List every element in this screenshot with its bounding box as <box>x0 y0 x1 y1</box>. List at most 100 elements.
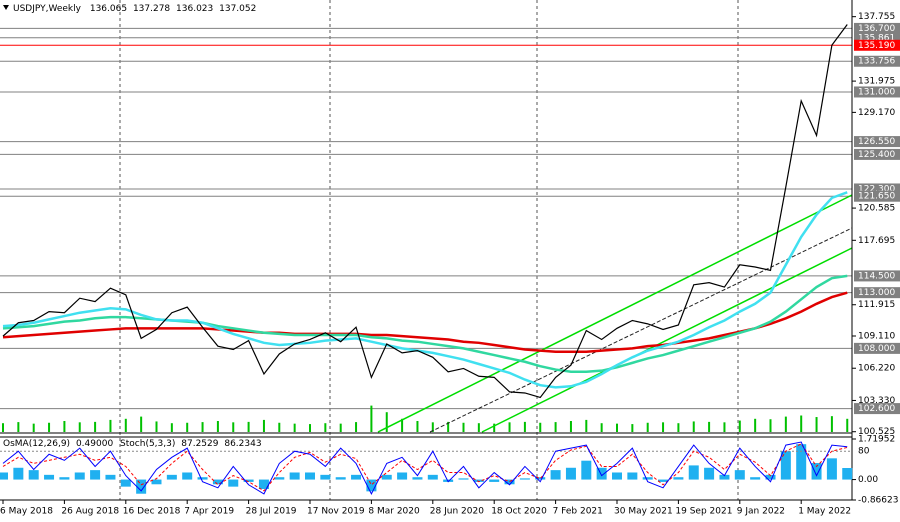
volume-bar <box>677 423 680 432</box>
volume-bar <box>815 417 818 432</box>
osma-bar <box>612 472 622 480</box>
osma-bar <box>28 470 39 480</box>
osma-bar <box>105 474 116 480</box>
line <box>2 274 848 374</box>
volume-bar <box>155 421 158 432</box>
volume-bar <box>186 422 189 432</box>
osma-bar <box>0 472 8 480</box>
x-tick-label: 28 Jun 2020 <box>430 507 484 517</box>
osma-bar <box>750 477 761 480</box>
osma-bar <box>305 472 315 480</box>
level-label: 122.300 <box>858 184 895 194</box>
y2-tick-label: -0.86623 <box>858 496 898 506</box>
osma-bar <box>228 479 239 487</box>
level-label-box <box>854 287 900 299</box>
line <box>2 24 848 399</box>
x-tick-label: 7 Feb 2021 <box>553 507 603 517</box>
osma-bar <box>550 470 561 480</box>
price-lines <box>2 24 848 399</box>
volume-bar <box>523 421 526 432</box>
stoch-main-current: 87.2529 <box>181 439 218 449</box>
osma-bar <box>565 467 576 480</box>
osma-bar <box>136 479 147 494</box>
y-tick-label: 137.755 <box>858 12 895 22</box>
volume-bar <box>662 422 665 432</box>
levels <box>0 27 852 410</box>
y2-tick-label: 0.00 <box>858 475 878 485</box>
line <box>2 291 848 353</box>
osma-bar <box>90 470 101 480</box>
volume-bar <box>32 423 35 432</box>
stoch-tick-label: 80 <box>858 447 870 457</box>
osma-bar <box>397 472 408 480</box>
osma-bar <box>765 474 776 480</box>
osma-bar <box>335 477 346 480</box>
level-label-box <box>854 86 900 98</box>
level-label: 135.861 <box>858 33 895 43</box>
osma-bar <box>182 472 193 480</box>
volume-bar <box>278 422 281 432</box>
volume-bar <box>170 423 173 432</box>
volume-bar <box>124 418 127 432</box>
quote-low: 136.023 <box>176 4 213 14</box>
level-label: 136.700 <box>858 24 895 34</box>
period-separators <box>119 0 739 500</box>
osma-bar <box>13 467 24 480</box>
osma-bar <box>627 472 638 480</box>
y-tick-label: 111.915 <box>858 300 895 310</box>
level-label-box <box>854 22 900 34</box>
volume-bar <box>355 422 358 432</box>
volume-bar <box>723 422 726 432</box>
x-tick-label: 7 Apr 2019 <box>184 507 234 517</box>
quote-open: 136.065 <box>90 4 127 14</box>
osma-bar <box>151 479 162 485</box>
stoch-title: Stoch(5,3,3) <box>120 439 175 449</box>
x-tick-label: 6 May 2018 <box>0 507 53 517</box>
volume-bar <box>692 421 695 432</box>
level-label: 108.000 <box>858 344 895 354</box>
volume-bar <box>508 422 511 432</box>
oscillator <box>0 441 853 496</box>
y-tick-label: 100.525 <box>858 427 895 437</box>
osma-bar <box>473 479 484 482</box>
volume-bar <box>646 422 649 432</box>
volume-bar <box>2 423 4 432</box>
volume-bar <box>554 422 557 432</box>
osma-bar <box>120 479 131 487</box>
y-tick-label: 129.170 <box>858 108 895 118</box>
volume-bar <box>48 422 51 432</box>
volume-bar <box>447 421 450 432</box>
osma-bar <box>581 460 592 480</box>
x-tick-label: 8 Mar 2020 <box>368 507 420 517</box>
osma-bar <box>458 478 469 480</box>
osma-bar <box>673 477 684 480</box>
osma-bar <box>44 474 55 480</box>
header: USDJPY,Weekly 136.065 137.278 136.023 13… <box>13 4 256 14</box>
osma-bar <box>320 474 331 480</box>
y-tick-label: 120.585 <box>858 204 895 214</box>
y-tick-label: 131.975 <box>858 77 895 87</box>
osma-bar <box>74 472 85 480</box>
volume-bar <box>569 421 572 432</box>
volume-bar <box>431 422 434 432</box>
osma-bar <box>197 477 208 480</box>
osma-bar <box>642 477 653 480</box>
osma-bar <box>258 479 269 490</box>
channel-middle <box>429 227 853 433</box>
volume-bar <box>324 423 327 432</box>
oscillator-header: OsMA(12,26,9) 0.49000 Stoch(5,3,3) 87.25… <box>3 439 262 449</box>
osma-bar <box>489 479 500 482</box>
volume-bar <box>493 423 496 432</box>
quote-high: 137.278 <box>133 4 170 14</box>
volume-bar <box>462 422 465 432</box>
level-label-box <box>854 39 900 51</box>
level-label: 121.650 <box>858 192 895 202</box>
volume-bar <box>201 422 204 432</box>
y-tick-label: 117.695 <box>858 236 895 246</box>
channel <box>377 194 853 433</box>
volume-bar <box>401 418 404 432</box>
osma-bar <box>274 477 285 480</box>
line <box>2 443 848 492</box>
